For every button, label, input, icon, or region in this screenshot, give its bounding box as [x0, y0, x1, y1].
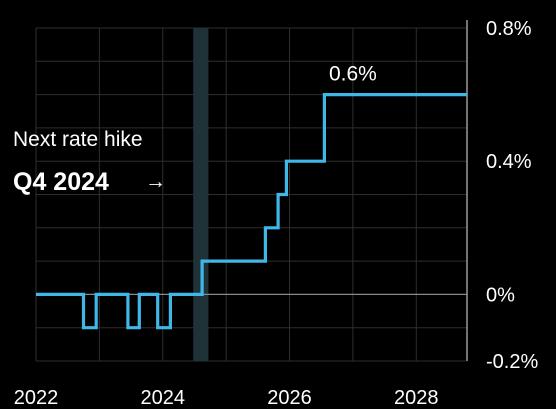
annotation-text-line1: Next rate hike — [13, 128, 143, 151]
x-tick-labels: 2022 2024 2026 2028 — [14, 387, 439, 409]
annotation-arrow-icon: → — [145, 170, 166, 193]
grid-layer — [35, 27, 467, 362]
y-tick-label: -0.2% — [486, 351, 538, 373]
y-tick-labels: 0.8% 0.4% 0% -0.2% — [486, 18, 538, 373]
y-tick-label: 0.8% — [486, 18, 532, 40]
y-tick-label: 0.4% — [486, 151, 532, 173]
x-tick-label: 2028 — [394, 387, 439, 409]
annotation-text-line2: Q4 2024 — [13, 168, 109, 196]
end-value-label: 0.6% — [329, 63, 377, 86]
series-line — [36, 93, 467, 330]
y-tick-label: 0% — [486, 284, 515, 306]
x-tick-label: 2022 — [14, 387, 59, 409]
x-tick-label: 2024 — [141, 387, 186, 409]
x-tick-label: 2026 — [267, 387, 312, 409]
rate-hike-band — [193, 28, 209, 361]
